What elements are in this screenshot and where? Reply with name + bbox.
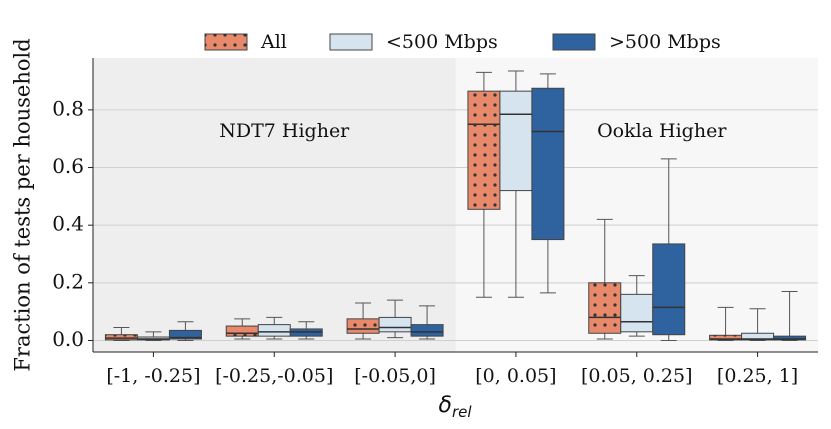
x-tick-label: [0.05, 0.25] — [581, 365, 693, 387]
box — [620, 293, 654, 333]
y-tick-label: 0.8 — [52, 96, 84, 120]
y-tick-label: 0.0 — [52, 327, 84, 351]
box — [652, 243, 686, 336]
x-axis-label: δrel — [438, 393, 472, 421]
box-hatch — [588, 282, 621, 334]
x-tick-label: [-0.05,0] — [354, 365, 436, 387]
x-tick-label: [0.25, 1] — [717, 365, 798, 387]
region-background — [93, 58, 456, 352]
legend-swatch — [552, 33, 596, 51]
box-hatch — [709, 335, 742, 340]
x-tick-label: [-1, -0.25] — [106, 365, 200, 387]
box — [410, 324, 444, 337]
annotation: NDT7 Higher — [219, 120, 350, 142]
x-tick-label: [-0.25,-0.05] — [215, 365, 333, 387]
y-tick-label: 0.6 — [52, 154, 84, 178]
box — [531, 87, 565, 241]
box — [773, 335, 807, 341]
legend-label: <500 Mbps — [386, 31, 498, 53]
legend-label: >500 Mbps — [609, 31, 721, 53]
box — [168, 329, 202, 340]
y-tick-label: 0.2 — [52, 269, 84, 293]
annotation: Ookla Higher — [597, 120, 727, 142]
box-hatch — [347, 318, 380, 334]
box — [378, 316, 412, 333]
box-hatch — [226, 326, 259, 337]
y-axis-label: Fraction of tests per household — [11, 38, 35, 371]
box-hatch — [467, 91, 500, 210]
box — [257, 324, 291, 337]
box — [499, 90, 533, 192]
legend-label: All — [260, 31, 287, 53]
legend-swatch — [329, 33, 373, 51]
legend-hatch — [205, 34, 247, 50]
y-tick-label: 0.4 — [52, 212, 84, 236]
x-tick-label: [0, 0.05] — [475, 365, 556, 387]
box-hatch — [105, 334, 138, 340]
